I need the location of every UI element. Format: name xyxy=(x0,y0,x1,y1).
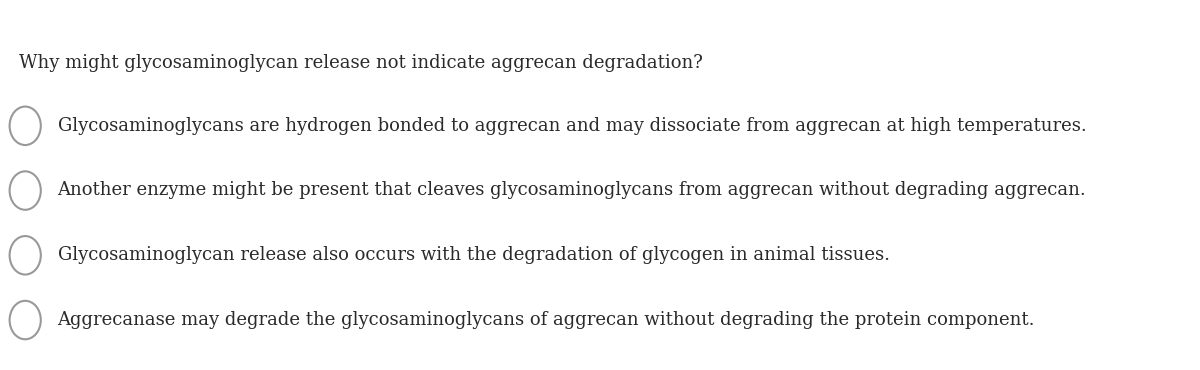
Text: Another enzyme might be present that cleaves glycosaminoglycans from aggrecan wi: Another enzyme might be present that cle… xyxy=(58,181,1086,199)
Text: Glycosaminoglycan release also occurs with the degradation of glycogen in animal: Glycosaminoglycan release also occurs wi… xyxy=(58,246,889,264)
Ellipse shape xyxy=(10,236,41,275)
Text: Aggrecanase may degrade the glycosaminoglycans of aggrecan without degrading the: Aggrecanase may degrade the glycosaminog… xyxy=(58,311,1036,329)
Ellipse shape xyxy=(10,171,41,210)
Text: Glycosaminoglycans are hydrogen bonded to aggrecan and may dissociate from aggre: Glycosaminoglycans are hydrogen bonded t… xyxy=(58,117,1086,135)
Text: Why might glycosaminoglycan release not indicate aggrecan degradation?: Why might glycosaminoglycan release not … xyxy=(19,54,703,72)
Ellipse shape xyxy=(10,107,41,145)
Ellipse shape xyxy=(10,301,41,339)
